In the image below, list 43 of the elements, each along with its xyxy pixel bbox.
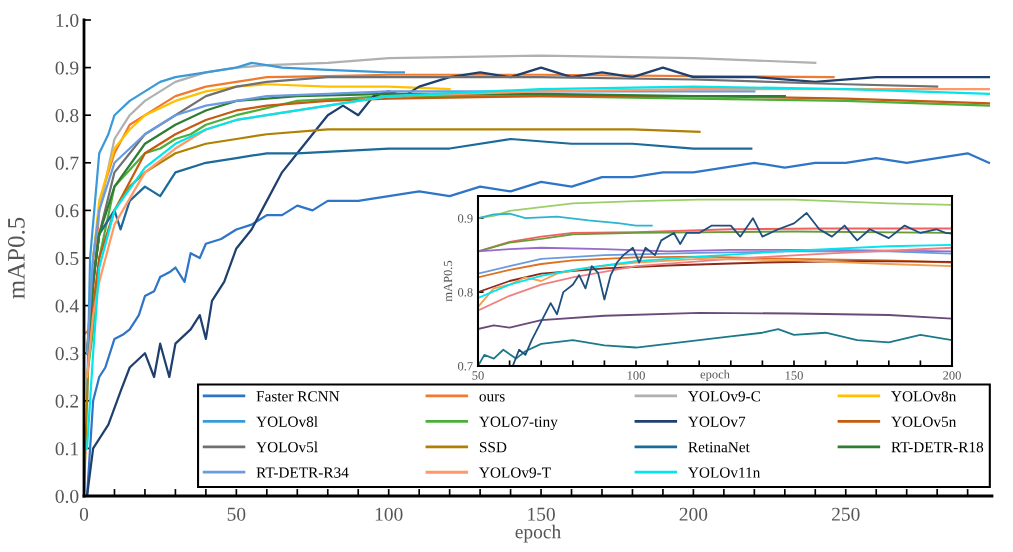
legend-label: YOLOv5n (891, 416, 957, 427)
y-axis-title: mAP0.5 (7, 217, 25, 299)
legend-label: RetinaNet (688, 442, 750, 453)
x-tick-label: 50 (227, 507, 246, 521)
legend-label: YOLO7-tiny (479, 416, 558, 431)
y-tick-label: 0.7 (457, 362, 473, 371)
y-tick-label: 0.2 (55, 394, 79, 408)
y-tick-label: 0.3 (55, 347, 79, 361)
x-axis-title: epoch (515, 524, 561, 543)
y-tick-label: 0.5 (55, 251, 79, 266)
y-tick-label: 0.4 (55, 299, 79, 313)
x-axis-title: epoch (700, 369, 730, 382)
y-tick-label: 0.8 (457, 288, 473, 297)
x-tick-label: 0 (79, 507, 89, 521)
y-tick-label: 0.7 (55, 156, 79, 170)
legend-label: YOLOv9-C (688, 391, 761, 402)
y-tick-label: 0.6 (55, 204, 79, 218)
legend-label: YOLOv9-T (479, 467, 551, 478)
legend-label: ours (479, 394, 505, 402)
y-tick-label: 0.9 (457, 214, 473, 223)
y-axis-title: mAP0.5 (443, 260, 453, 302)
legend-label: YOLOv8n (891, 391, 957, 402)
x-tick-label: 250 (832, 507, 860, 521)
y-tick-label: 1.0 (56, 13, 79, 28)
y-tick-label: 0.9 (55, 61, 79, 75)
x-tick-label: 200 (943, 371, 961, 380)
x-tick-label: 100 (375, 507, 403, 521)
legend-label: RT-DETR-R34 (256, 467, 349, 478)
legend-label: YOLOv7 (688, 416, 746, 427)
y-tick-label: 0.0 (55, 489, 79, 504)
x-tick-label: 200 (679, 507, 708, 521)
y-tick-label: 0.8 (55, 109, 79, 123)
legend-label: RT-DETR-R18 (891, 441, 984, 453)
x-tick-label: 150 (785, 371, 803, 380)
legend-label: SSD (479, 442, 507, 453)
legend-label: Faster RCNN (256, 391, 340, 402)
x-tick-label: 150 (528, 507, 555, 521)
y-tick-label: 0.1 (55, 442, 78, 456)
legend-label: YOLOv8l (256, 416, 318, 427)
legend-label: YOLOv11n (688, 467, 761, 478)
x-tick-label: 100 (627, 371, 645, 380)
legend-label: YOLOv5l (256, 441, 318, 453)
x-tick-label: 50 (472, 371, 484, 380)
